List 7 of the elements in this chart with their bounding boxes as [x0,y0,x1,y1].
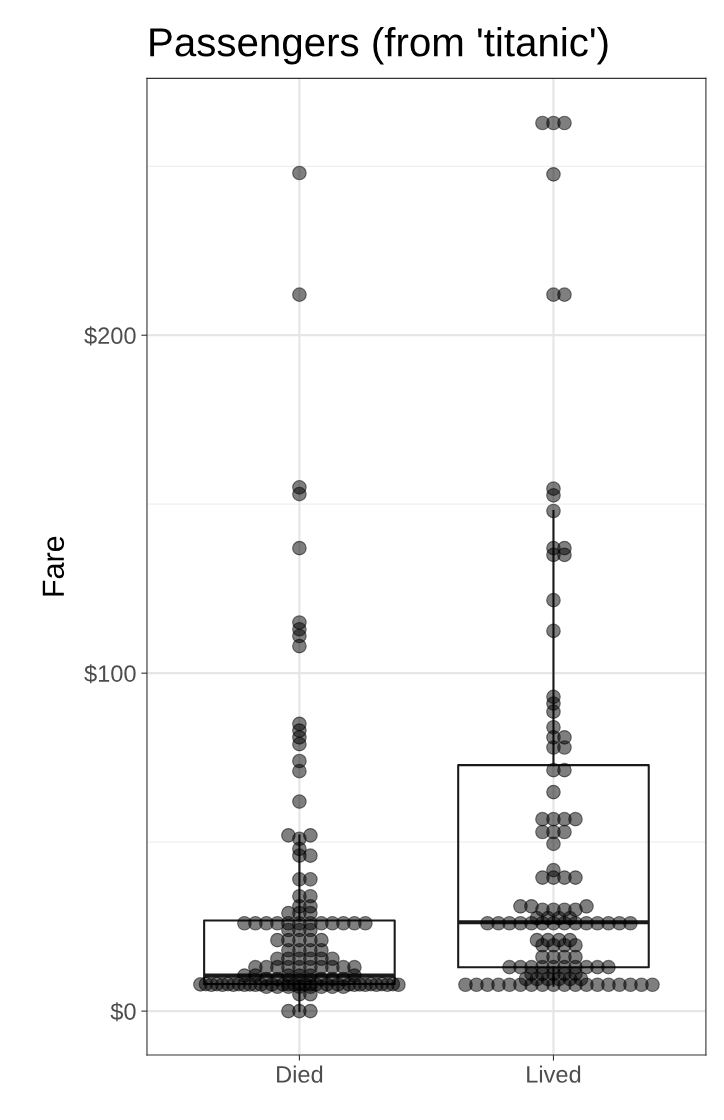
y-tick-label: $100 [84,664,136,684]
y-tick-label: $200 [84,326,136,346]
x-tick-label: Lived [527,1065,581,1083]
x-tick-label: Died [277,1065,323,1083]
y-tick-label: $0 [110,1002,136,1022]
chart-title: Passengers (from 'titanic') [150,26,608,65]
y-axis-title: Fare [42,536,65,596]
